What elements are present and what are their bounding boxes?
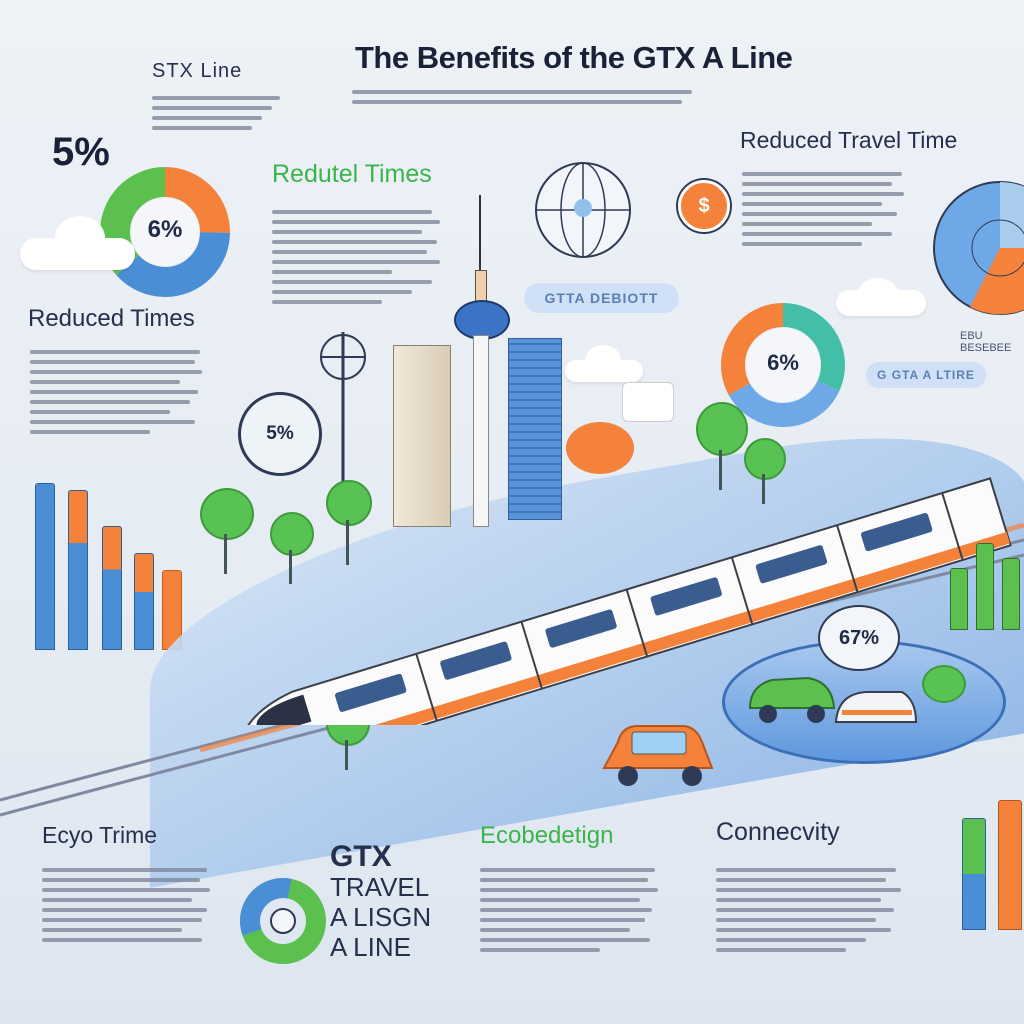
donut-mid-label: 6% — [767, 350, 799, 375]
building-left — [393, 345, 451, 527]
reduced-times-heading: Reduced Times — [28, 305, 195, 332]
car-icon — [834, 691, 918, 723]
stx-line-heading: STX Line — [152, 60, 243, 82]
center-label-line3: A LISGN — [330, 902, 432, 932]
train-icon — [238, 477, 1012, 725]
percent-badge-right: 67% — [818, 605, 900, 671]
orange-bubble — [566, 422, 634, 474]
eco-times-text — [42, 868, 212, 942]
eco-times-heading: Ecyo Trime — [42, 822, 158, 848]
center-label-line4: A LINE — [330, 932, 411, 962]
percent-badge-left: 5% — [238, 392, 322, 476]
bar-chart-right — [940, 535, 1024, 630]
donut-chart-bottom — [240, 878, 326, 964]
antenna-icon — [320, 332, 366, 492]
stx-line-text — [152, 96, 282, 130]
reduced-times-green-text — [272, 210, 442, 304]
center-label-line1: GTX — [330, 840, 392, 873]
map-pin-icon: $ — [678, 180, 730, 232]
page-title: The Benefits of the GTX A Line — [355, 40, 793, 75]
cloud-icon-right-puff — [858, 278, 898, 310]
center-label-line2: TRAVEL — [330, 872, 430, 902]
donut-chart-left — [100, 167, 230, 297]
title-description — [352, 90, 692, 104]
reduced-times-green-heading: Redutel Times — [272, 160, 432, 188]
big-percent-stat: 5% — [52, 130, 110, 174]
cloud-icon-puff — [55, 216, 105, 260]
cloud-icon-mid-puff — [585, 345, 621, 377]
eco-design-text — [480, 868, 660, 952]
connectivity-text — [716, 868, 906, 952]
connectivity-heading: Connecvity — [716, 818, 840, 846]
bar-chart-connectivity — [962, 800, 1024, 930]
pie-chart-right — [933, 181, 1024, 315]
reduced-times-text — [30, 350, 205, 434]
car-icon — [602, 725, 714, 786]
tower-icon — [454, 195, 510, 527]
info-card — [622, 382, 674, 422]
center-label: GTX TRAVEL A LISGN A LINE — [330, 840, 432, 963]
gtx-a-line-pill: G GTA A LTIRE — [866, 362, 986, 388]
reduced-travel-time-heading: Reduced Travel Time — [740, 127, 958, 153]
bar-chart-left — [30, 480, 190, 650]
car-icon — [748, 676, 836, 723]
eco-design-heading: Ecobedetign — [480, 822, 614, 849]
gtta-pill: GTTA DEBIOTT — [524, 283, 679, 313]
donut-left-label: 6% — [147, 216, 183, 243]
globe-icon — [535, 162, 631, 258]
donut-chart-mid — [721, 303, 845, 427]
building-blue — [508, 338, 562, 520]
reduced-travel-time-text — [742, 172, 907, 246]
eco-pill-label: EBU BESEBEE — [960, 330, 1012, 354]
